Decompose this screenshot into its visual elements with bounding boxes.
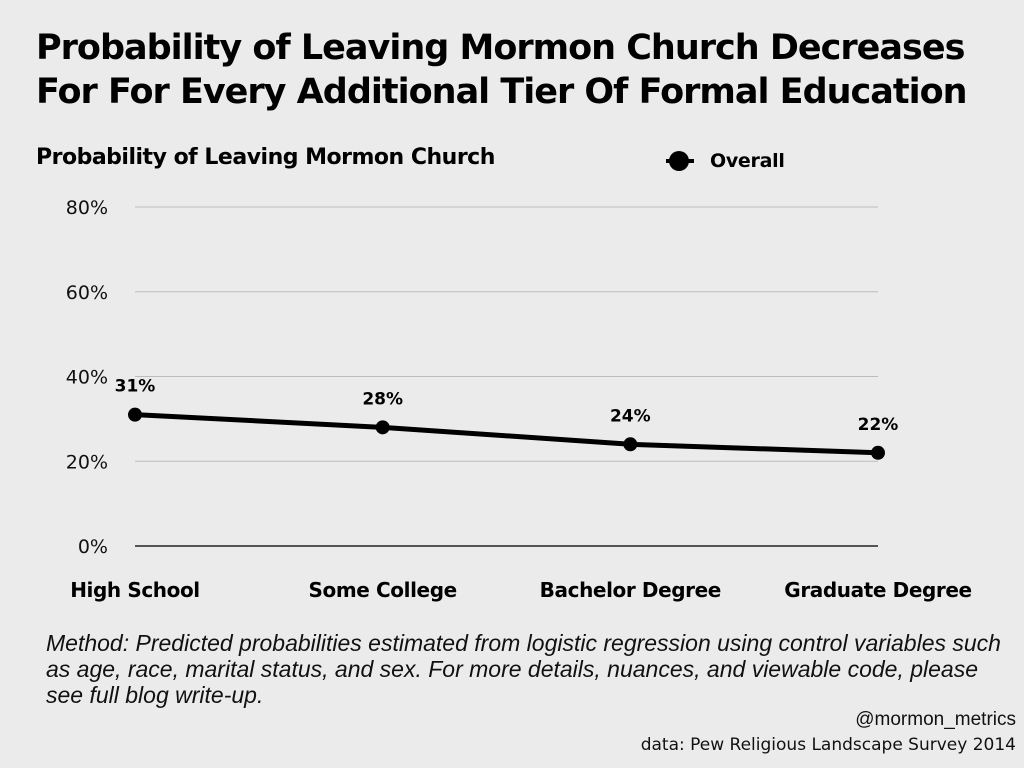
data-label: 22% <box>858 415 899 435</box>
data-label: 28% <box>362 389 403 409</box>
y-tick-label: 0% <box>78 536 108 558</box>
data-source: data: Pew Religious Landscape Survey 201… <box>640 735 1016 755</box>
legend-line-dot-icon <box>664 151 696 171</box>
y-axis-title: Probability of Leaving Mormon Church <box>36 145 495 170</box>
y-tick-label: 60% <box>66 282 108 304</box>
y-tick-label: 80% <box>66 197 108 219</box>
legend: Overall <box>664 147 785 175</box>
data-point <box>871 445 885 460</box>
data-point <box>623 437 638 452</box>
x-tick-label: Some College <box>309 578 457 602</box>
x-tick-label: Bachelor Degree <box>540 578 721 602</box>
x-tick-label: High School <box>70 578 200 602</box>
y-tick-label: 40% <box>66 367 108 389</box>
author-handle: @mormon_metrics <box>855 709 1016 730</box>
data-point <box>128 407 142 422</box>
chart-title: Probability of Leaving Mormon Church Dec… <box>36 28 968 112</box>
series-line-overall <box>132 412 881 456</box>
legend-label-overall: Overall <box>710 150 785 172</box>
method-note: Method: Predicted probabilities estimate… <box>46 630 1001 708</box>
data-label: 31% <box>115 377 156 397</box>
data-point <box>375 420 390 435</box>
x-tick-label: Graduate Degree <box>784 578 971 602</box>
y-tick-label: 20% <box>66 451 108 473</box>
data-label: 24% <box>610 406 651 426</box>
